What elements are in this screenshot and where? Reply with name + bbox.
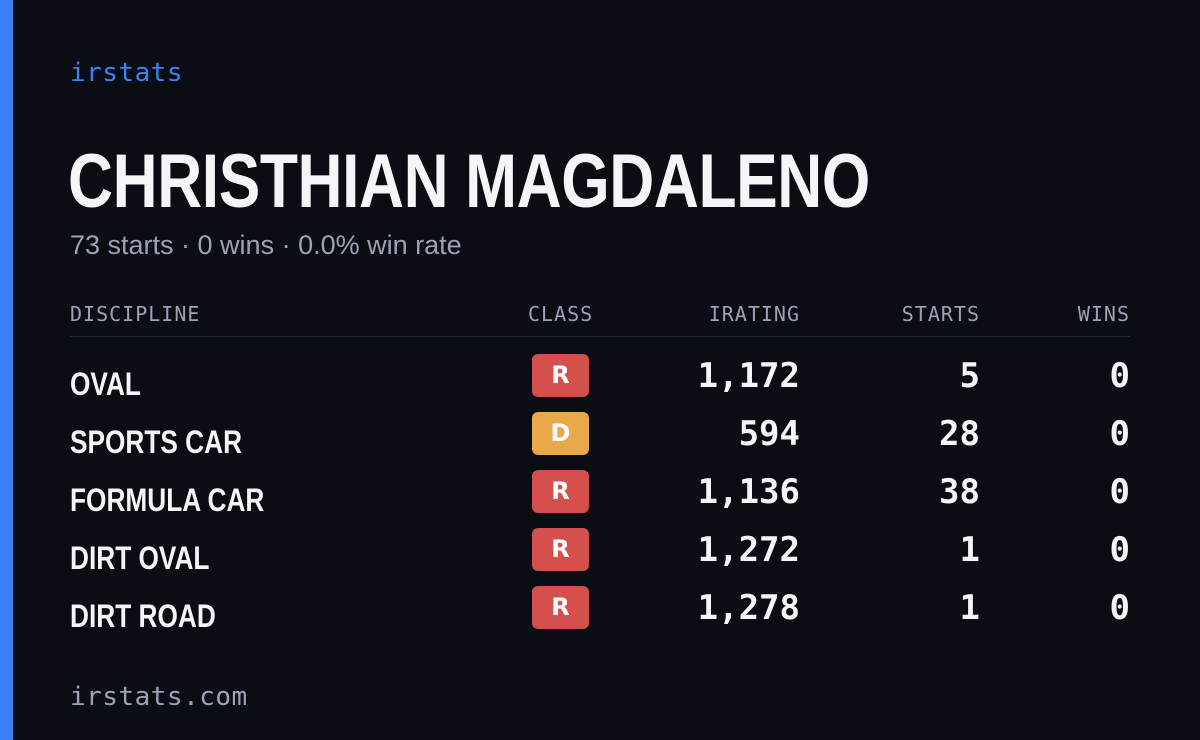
row-discipline: FORMULA CAR [70,482,265,518]
accent-bar [0,0,13,740]
row-irating: 1,278 [697,588,800,628]
class-badge: R [532,528,589,571]
header-wins: WINS [1077,302,1130,326]
row-discipline: SPORTS CAR [70,424,243,460]
row-starts: 1 [959,588,980,628]
row-irating: 1,272 [697,530,800,570]
row-starts: 5 [959,356,980,396]
header-irating: IRATING [708,302,800,326]
discipline-table: DISCIPLINE CLASS IRATING STARTS WINS OVA… [70,296,1130,634]
table-row: DIRT ROAD R 1,278 1 0 [70,586,1130,644]
row-discipline: DIRT ROAD [70,598,216,634]
driver-summary: 73 starts · 0 wins · 0.0% win rate [70,230,462,260]
brand-logo-text: irstats [70,58,184,88]
row-discipline: DIRT OVAL [70,540,210,576]
row-discipline: OVAL [70,366,141,402]
row-wins: 0 [1109,530,1130,570]
row-wins: 0 [1109,414,1130,454]
row-wins: 0 [1109,472,1130,512]
table-row: OVAL R 1,172 5 0 [70,354,1130,412]
footer-url: irstats.com [70,682,248,712]
table-row: DIRT OVAL R 1,272 1 0 [70,528,1130,586]
table-row: FORMULA CAR R 1,136 38 0 [70,470,1130,528]
class-badge: R [532,470,589,513]
row-starts: 1 [959,530,980,570]
class-badge: D [532,412,589,455]
driver-name: CHRISTHIAN MAGDALENO [68,139,870,224]
row-irating: 1,136 [697,472,800,512]
row-starts: 28 [939,414,980,454]
table-header: DISCIPLINE CLASS IRATING STARTS WINS [70,296,1130,337]
header-starts: STARTS [901,302,980,326]
table-row: SPORTS CAR D 594 28 0 [70,412,1130,470]
class-badge: R [532,354,589,397]
row-starts: 38 [939,472,980,512]
header-class: CLASS [528,302,594,326]
row-irating: 594 [738,414,800,454]
row-irating: 1,172 [697,356,800,396]
header-discipline: DISCIPLINE [70,302,201,326]
class-badge: R [532,586,589,629]
row-wins: 0 [1109,588,1130,628]
row-wins: 0 [1109,356,1130,396]
